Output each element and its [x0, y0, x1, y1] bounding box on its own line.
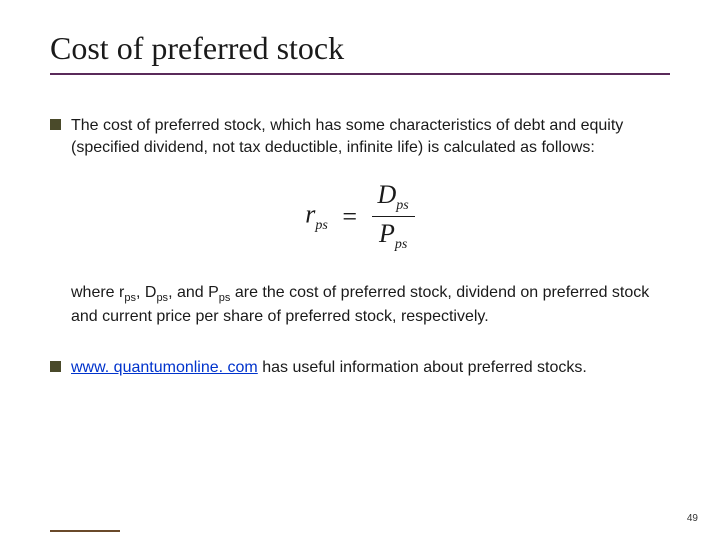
quantumonline-link[interactable]: www. quantumonline. com	[71, 359, 258, 376]
where-sub2: ps	[156, 292, 168, 304]
bullet-2-text: www. quantumonline. com has useful infor…	[71, 357, 587, 379]
slide-container: Cost of preferred stock The cost of pref…	[0, 0, 720, 540]
page-title: Cost of preferred stock	[50, 30, 670, 75]
formula-numerator: Dps	[372, 180, 415, 217]
where-mid2: , and P	[168, 284, 219, 301]
formula-lhs-var: r	[305, 200, 315, 229]
formula-denominator: Pps	[372, 217, 415, 253]
where-clause: where rps, Dps, and Pps are the cost of …	[71, 282, 670, 328]
where-prefix: where r	[71, 284, 124, 301]
formula-den-var: P	[379, 219, 395, 248]
page-number: 49	[687, 513, 698, 524]
formula-container: rps = Dps Pps	[50, 180, 670, 253]
formula-equals: =	[334, 202, 365, 231]
where-mid1: , D	[136, 284, 156, 301]
bullet-square-icon	[50, 119, 61, 130]
where-sub1: ps	[124, 292, 136, 304]
formula-lhs-sub: ps	[315, 218, 327, 233]
where-sub3: ps	[219, 292, 231, 304]
bullet-1-text: The cost of preferred stock, which has s…	[71, 115, 670, 158]
bullet-item-1: The cost of preferred stock, which has s…	[50, 115, 670, 158]
formula-num-var: D	[378, 180, 397, 209]
formula: rps = Dps Pps	[305, 180, 414, 253]
formula-num-sub: ps	[396, 198, 408, 213]
formula-den-sub: ps	[395, 238, 407, 253]
where-suffix: are the cost of preferred stock, dividen…	[71, 284, 649, 325]
bullet-item-2: www. quantumonline. com has useful infor…	[50, 357, 670, 379]
bullet-2-rest: has useful information about preferred s…	[258, 359, 587, 376]
bullet-square-icon	[50, 361, 61, 372]
formula-fraction: Dps Pps	[372, 180, 415, 253]
footer-accent-line	[50, 530, 120, 532]
